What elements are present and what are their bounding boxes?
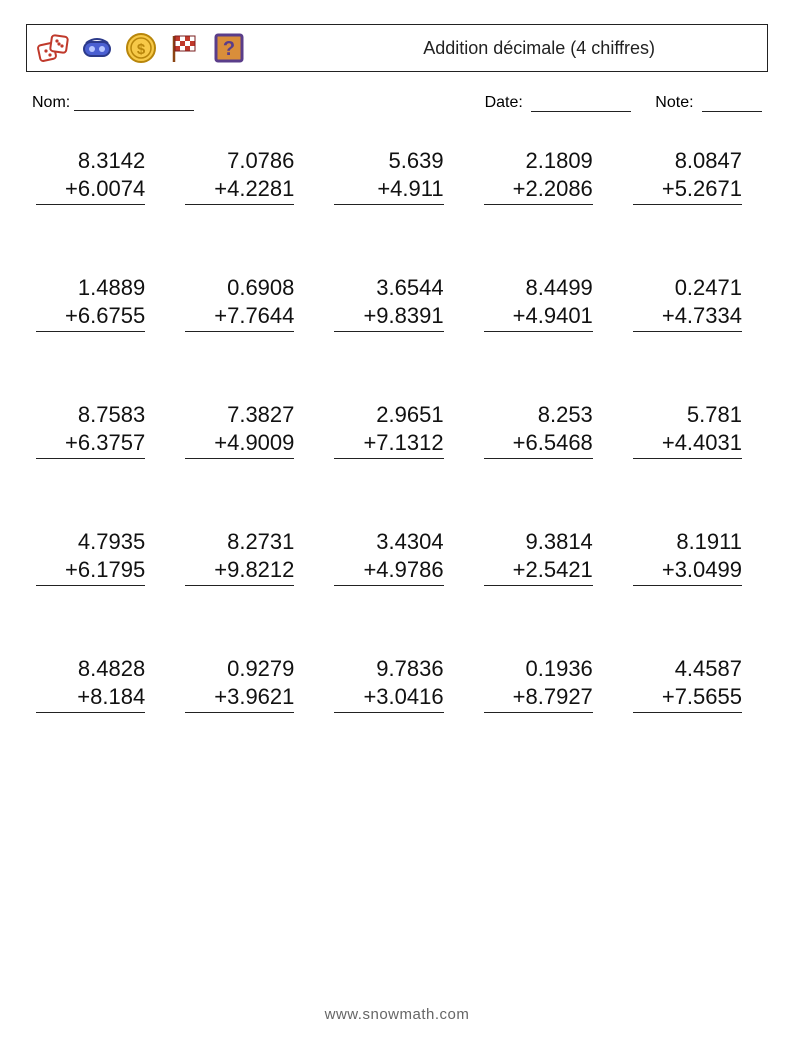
problem-bottom: +3.0416 [334, 684, 443, 713]
problem-bottom: +6.3757 [36, 430, 145, 459]
note-field-group: Note: [655, 94, 762, 112]
flag-icon [167, 30, 203, 66]
problem-bottom: +7.7644 [185, 303, 294, 332]
problem-bottom: +9.8391 [334, 303, 443, 332]
problem-bottom: +3.0499 [633, 557, 742, 586]
worksheet-title: Addition décimale (4 chiffres) [423, 38, 755, 59]
problem-top: 8.2731 [185, 529, 294, 555]
header-box: $ [26, 24, 768, 72]
footer-text: www.snowmath.com [0, 1006, 794, 1023]
problem-top: 2.9651 [334, 402, 443, 428]
problem-top: 3.4304 [334, 529, 443, 555]
problem: 8.1911+3.0499 [633, 529, 758, 586]
problem-top: 4.7935 [36, 529, 145, 555]
problem: 8.2731+9.8212 [185, 529, 310, 586]
problem-top: 8.253 [484, 402, 593, 428]
problem-top: 7.0786 [185, 148, 294, 174]
problem: 8.3142+6.0074 [36, 148, 161, 205]
problem-top: 8.4828 [36, 656, 145, 682]
problem-bottom: +4.9786 [334, 557, 443, 586]
problem-top: 0.1936 [484, 656, 593, 682]
problem-bottom: +6.1795 [36, 557, 145, 586]
problem: 4.7935+6.1795 [36, 529, 161, 586]
problem-top: 8.1911 [633, 529, 742, 555]
problem-bottom: +3.9621 [185, 684, 294, 713]
header-icons: $ [35, 30, 247, 66]
info-row: Nom: Date: Note: [26, 94, 768, 112]
problem-top: 5.639 [334, 148, 443, 174]
problem-top: 0.9279 [185, 656, 294, 682]
problem: 3.6544+9.8391 [334, 275, 459, 332]
problem: 2.1809+2.2086 [484, 148, 609, 205]
problem-top: 0.2471 [633, 275, 742, 301]
problem-bottom: +8.184 [36, 684, 145, 713]
problem: 2.9651+7.1312 [334, 402, 459, 459]
question-icon: ? [211, 30, 247, 66]
problem-bottom: +4.4031 [633, 430, 742, 459]
problem-bottom: +2.2086 [484, 176, 593, 205]
worksheet-page: $ [0, 0, 794, 1053]
problem-bottom: +8.7927 [484, 684, 593, 713]
problem: 3.4304+4.9786 [334, 529, 459, 586]
problem-bottom: +7.1312 [334, 430, 443, 459]
problem: 0.6908+7.7644 [185, 275, 310, 332]
problem-bottom: +4.2281 [185, 176, 294, 205]
problem-top: 5.781 [633, 402, 742, 428]
problem-top: 0.6908 [185, 275, 294, 301]
problem: 9.7836+3.0416 [334, 656, 459, 713]
problem-top: 3.6544 [334, 275, 443, 301]
problem-top: 7.3827 [185, 402, 294, 428]
name-field-group: Nom: [32, 94, 194, 112]
problem-top: 8.7583 [36, 402, 145, 428]
svg-text:$: $ [137, 41, 146, 58]
problem-top: 8.3142 [36, 148, 145, 174]
problem: 8.4499+4.9401 [484, 275, 609, 332]
problem-bottom: +2.5421 [484, 557, 593, 586]
problem-top: 9.3814 [484, 529, 593, 555]
problem: 0.1936+8.7927 [484, 656, 609, 713]
problem: 5.781+4.4031 [633, 402, 758, 459]
note-blank [702, 96, 762, 112]
problem: 0.9279+3.9621 [185, 656, 310, 713]
problem-top: 9.7836 [334, 656, 443, 682]
problem-top: 4.4587 [633, 656, 742, 682]
problem-top: 1.4889 [36, 275, 145, 301]
problem: 7.3827+4.9009 [185, 402, 310, 459]
date-label: Date: [485, 94, 523, 111]
problem: 8.4828+8.184 [36, 656, 161, 713]
problem: 8.0847+5.2671 [633, 148, 758, 205]
problem: 1.4889+6.6755 [36, 275, 161, 332]
problem: 7.0786+4.2281 [185, 148, 310, 205]
note-label: Note: [655, 94, 693, 111]
date-blank [531, 96, 631, 112]
problem: 5.639+4.911 [334, 148, 459, 205]
problem-bottom: +5.2671 [633, 176, 742, 205]
problem-bottom: +6.5468 [484, 430, 593, 459]
problem-bottom: +7.5655 [633, 684, 742, 713]
dice-icon [35, 30, 71, 66]
vr-icon [79, 30, 115, 66]
problem-bottom: +4.9401 [484, 303, 593, 332]
name-label: Nom: [32, 94, 70, 112]
problem-bottom: +4.911 [334, 176, 443, 205]
svg-text:?: ? [223, 38, 235, 60]
problem: 0.2471+4.7334 [633, 275, 758, 332]
problem-top: 8.4499 [484, 275, 593, 301]
problem-top: 2.1809 [484, 148, 593, 174]
date-field-group: Date: [485, 94, 632, 112]
problem-bottom: +4.9009 [185, 430, 294, 459]
problem: 8.7583+6.3757 [36, 402, 161, 459]
problem: 9.3814+2.5421 [484, 529, 609, 586]
problem-bottom: +4.7334 [633, 303, 742, 332]
problem-top: 8.0847 [633, 148, 742, 174]
problem-bottom: +9.8212 [185, 557, 294, 586]
problem-bottom: +6.0074 [36, 176, 145, 205]
problem: 4.4587+7.5655 [633, 656, 758, 713]
name-blank [74, 95, 194, 111]
problem-bottom: +6.6755 [36, 303, 145, 332]
coin-icon: $ [123, 30, 159, 66]
problems-grid: 8.3142+6.0074 7.0786+4.2281 5.639+4.911 2.1… [26, 148, 768, 713]
problem: 8.253+6.5468 [484, 402, 609, 459]
